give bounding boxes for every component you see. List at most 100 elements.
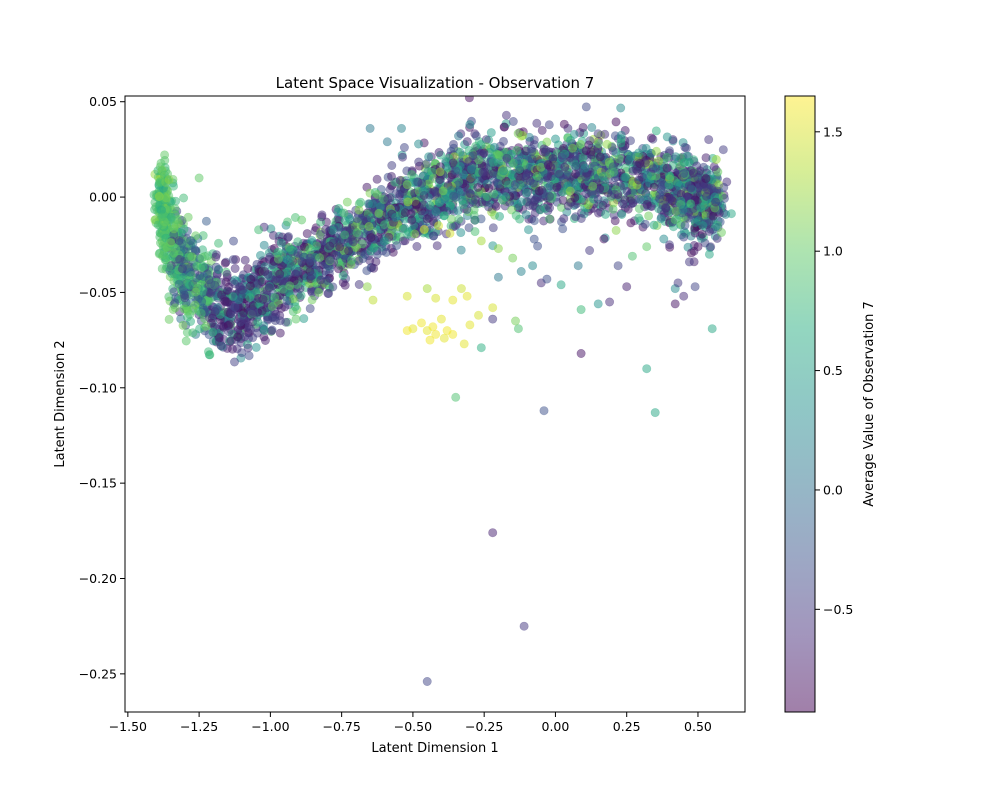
scatter-point bbox=[293, 237, 303, 247]
scatter-point bbox=[418, 186, 428, 196]
scatter-point bbox=[495, 211, 505, 221]
scatter-point bbox=[464, 223, 474, 233]
scatter-point bbox=[229, 236, 239, 246]
scatter-point bbox=[488, 528, 498, 538]
scatter-point bbox=[211, 262, 221, 272]
x-tick-label: −0.75 bbox=[322, 719, 360, 734]
scatter-point bbox=[391, 212, 401, 222]
scatter-point bbox=[565, 186, 575, 196]
scatter-point bbox=[635, 158, 645, 168]
scatter-point bbox=[216, 341, 226, 351]
scatter-point bbox=[528, 261, 538, 271]
scatter-point bbox=[493, 272, 503, 282]
scatter-point bbox=[413, 139, 423, 149]
scatter-point bbox=[440, 194, 450, 204]
scatter-point bbox=[305, 253, 315, 263]
scatter-point bbox=[339, 208, 349, 218]
scatter-point bbox=[364, 222, 374, 232]
scatter-point bbox=[255, 250, 265, 260]
scatter-point bbox=[584, 140, 594, 150]
scatter-point bbox=[686, 183, 696, 193]
scatter-point bbox=[484, 202, 494, 212]
scatter-point bbox=[533, 241, 543, 251]
scatter-point bbox=[581, 172, 591, 182]
scatter-point bbox=[185, 267, 195, 277]
scatter-point bbox=[671, 152, 681, 162]
scatter-point bbox=[244, 351, 254, 361]
scatter-point bbox=[558, 195, 568, 205]
scatter-point bbox=[664, 240, 674, 250]
scatter-point bbox=[499, 122, 509, 132]
scatter-point bbox=[379, 220, 389, 230]
scatter-point bbox=[459, 339, 469, 349]
scatter-point bbox=[275, 274, 285, 284]
scatter-point bbox=[502, 153, 512, 163]
scatter-point bbox=[605, 297, 615, 307]
chart-title: Latent Space Visualization - Observation… bbox=[276, 74, 595, 92]
scatter-point bbox=[352, 228, 362, 238]
scatter-point bbox=[398, 236, 408, 246]
scatter-point bbox=[245, 292, 255, 302]
scatter-point bbox=[396, 123, 406, 133]
scatter-point bbox=[233, 332, 243, 342]
scatter-point bbox=[316, 275, 326, 285]
scatter-point bbox=[678, 205, 688, 215]
scatter-point bbox=[642, 242, 652, 252]
y-tick-label: −0.20 bbox=[79, 571, 117, 586]
scatter-point bbox=[510, 180, 520, 190]
scatter-point bbox=[664, 180, 674, 190]
scatter-point bbox=[358, 254, 368, 264]
scatter-point bbox=[434, 221, 444, 231]
scatter-point bbox=[340, 280, 350, 290]
scatter-point bbox=[386, 171, 396, 181]
scatter-point bbox=[212, 304, 222, 314]
scatter-point bbox=[204, 275, 214, 285]
scatter-point bbox=[194, 173, 204, 183]
scatter-point bbox=[260, 266, 270, 276]
scatter-point bbox=[641, 143, 651, 153]
scatter-point bbox=[305, 244, 315, 254]
scatter-point bbox=[466, 164, 476, 174]
scatter-point bbox=[576, 214, 586, 224]
scatter-point bbox=[519, 621, 529, 631]
scatter-point bbox=[425, 201, 435, 211]
scatter-point bbox=[299, 314, 309, 324]
scatter-point bbox=[307, 295, 317, 305]
scatter-point bbox=[382, 137, 392, 147]
scatter-point bbox=[474, 155, 484, 165]
scatter-point bbox=[228, 292, 238, 302]
scatter-point bbox=[253, 317, 263, 327]
scatter-point bbox=[462, 291, 472, 301]
scatter-point bbox=[560, 162, 570, 172]
colorbar-tick-label: −0.5 bbox=[823, 602, 853, 617]
scatter-point bbox=[690, 218, 700, 228]
scatter-point bbox=[476, 140, 486, 150]
scatter-point bbox=[593, 129, 603, 139]
scatter-point bbox=[281, 317, 291, 327]
scatter-point bbox=[276, 238, 286, 248]
scatter-point bbox=[513, 129, 523, 139]
y-tick-label: 0.05 bbox=[89, 94, 117, 109]
scatter-point bbox=[178, 320, 188, 330]
scatter-point bbox=[276, 303, 286, 313]
scatter-point bbox=[595, 152, 605, 162]
scatter-point bbox=[600, 209, 610, 219]
scatter-point bbox=[451, 392, 461, 402]
scatter-point bbox=[622, 186, 632, 196]
y-tick-label: −0.05 bbox=[79, 285, 117, 300]
scatter-point bbox=[164, 314, 174, 324]
scatter-point bbox=[354, 279, 364, 289]
scatter-point bbox=[224, 327, 234, 337]
scatter-point bbox=[220, 296, 230, 306]
scatter-point bbox=[283, 232, 293, 242]
scatter-point bbox=[227, 308, 237, 318]
scatter-point bbox=[614, 154, 624, 164]
scatter-point bbox=[431, 207, 441, 217]
scatter-point bbox=[240, 255, 250, 265]
scatter-point bbox=[239, 314, 249, 324]
x-axis-ticks: −1.50 −1.25 −1.00 −0.75 −0.50 −0.25 0.00 0.25 0.… bbox=[109, 712, 712, 734]
scatter-point bbox=[532, 118, 542, 128]
scatter-point bbox=[532, 171, 542, 181]
scatter-point bbox=[484, 183, 494, 193]
scatter-point bbox=[673, 278, 683, 288]
